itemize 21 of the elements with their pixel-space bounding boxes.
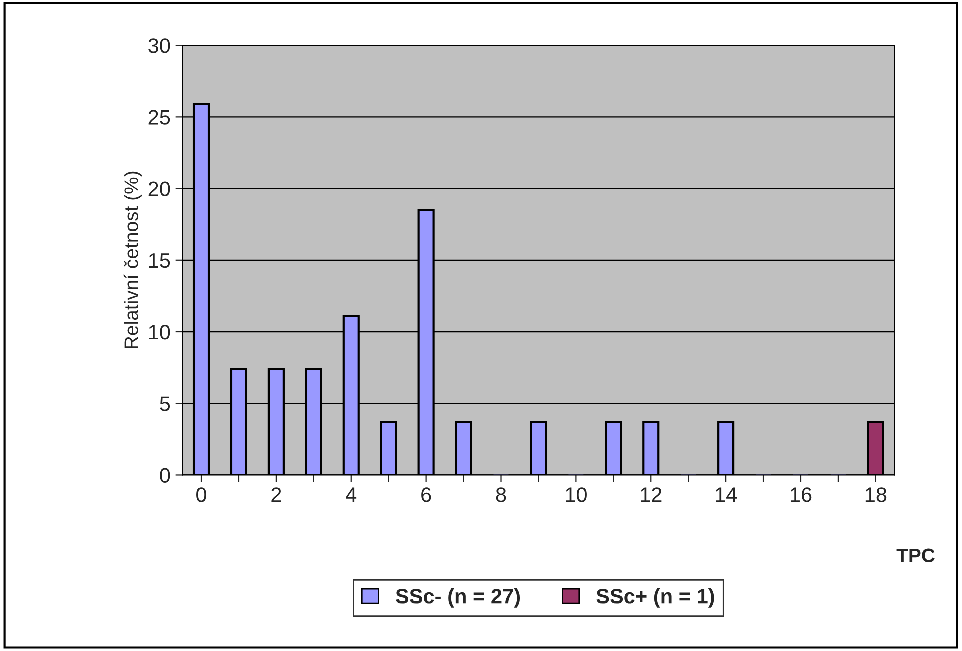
y-tick-label: 15 [149,254,170,268]
x-tick-label: 0 [196,488,206,502]
x-tick-label: 16 [790,488,812,502]
y-tick-label: 10 [149,325,170,340]
x-tick-label: 18 [866,488,887,502]
y-tick-label: 25 [148,110,170,125]
x-tick-label: 14 [716,488,738,502]
x-tick-label: 4 [346,488,357,502]
legend-label: SSc- (n = 27) [396,588,520,608]
x-tick-label: 12 [641,488,662,502]
y-axis-title: Relativní četnost (%) [124,172,142,348]
legend-label: SSc+ (n = 1) [596,588,714,608]
y-tick-label: 0 [160,468,170,483]
y-tick-label: 30 [148,38,170,54]
x-tick-label: 10 [566,488,587,502]
x-axis-title: TPC [896,548,935,563]
x-tick-label: 6 [422,488,432,502]
x-tick-label: 8 [496,488,506,502]
y-tick-label: 5 [160,396,170,412]
y-tick-label: 20 [148,182,170,197]
x-tick-label: 2 [272,488,282,502]
